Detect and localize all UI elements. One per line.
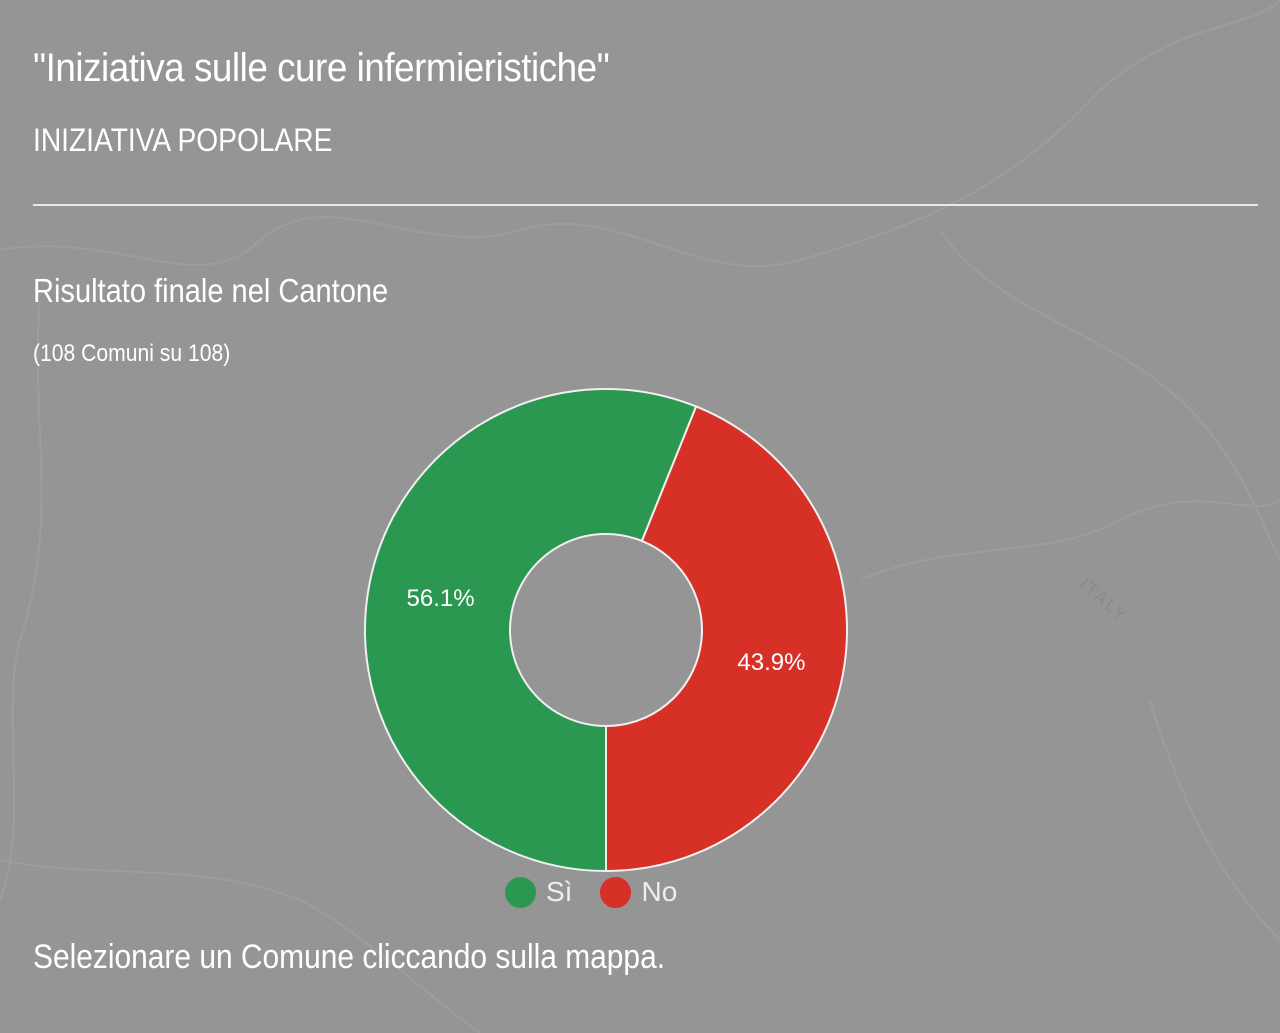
page-subtitle: INIZIATIVA POPOLARE bbox=[33, 122, 333, 158]
section-title: Risultato finale nel Cantone bbox=[33, 272, 389, 309]
legend-swatch-si bbox=[505, 876, 536, 908]
donut-slice-si[interactable] bbox=[364, 388, 698, 873]
divider bbox=[33, 204, 1258, 206]
legend-label-si: Sì bbox=[546, 876, 573, 907]
slice-label-si: 56.1% bbox=[407, 585, 475, 612]
chart-legend: Sì No bbox=[505, 876, 677, 908]
slice-label-no: 43.9% bbox=[737, 649, 805, 676]
legend-label-no: No bbox=[641, 876, 678, 907]
legend-item-no[interactable]: No bbox=[600, 876, 677, 908]
municipality-count: (108 Comuni su 108) bbox=[33, 340, 231, 367]
legend-swatch-no bbox=[600, 876, 632, 908]
donut-slice-no[interactable] bbox=[605, 405, 848, 873]
map-hint: Selezionare un Comune cliccando sulla ma… bbox=[33, 938, 666, 976]
legend-item-si[interactable]: Sì bbox=[505, 876, 572, 908]
page-title: "Iniziativa sulle cure infermieristiche" bbox=[33, 46, 610, 90]
